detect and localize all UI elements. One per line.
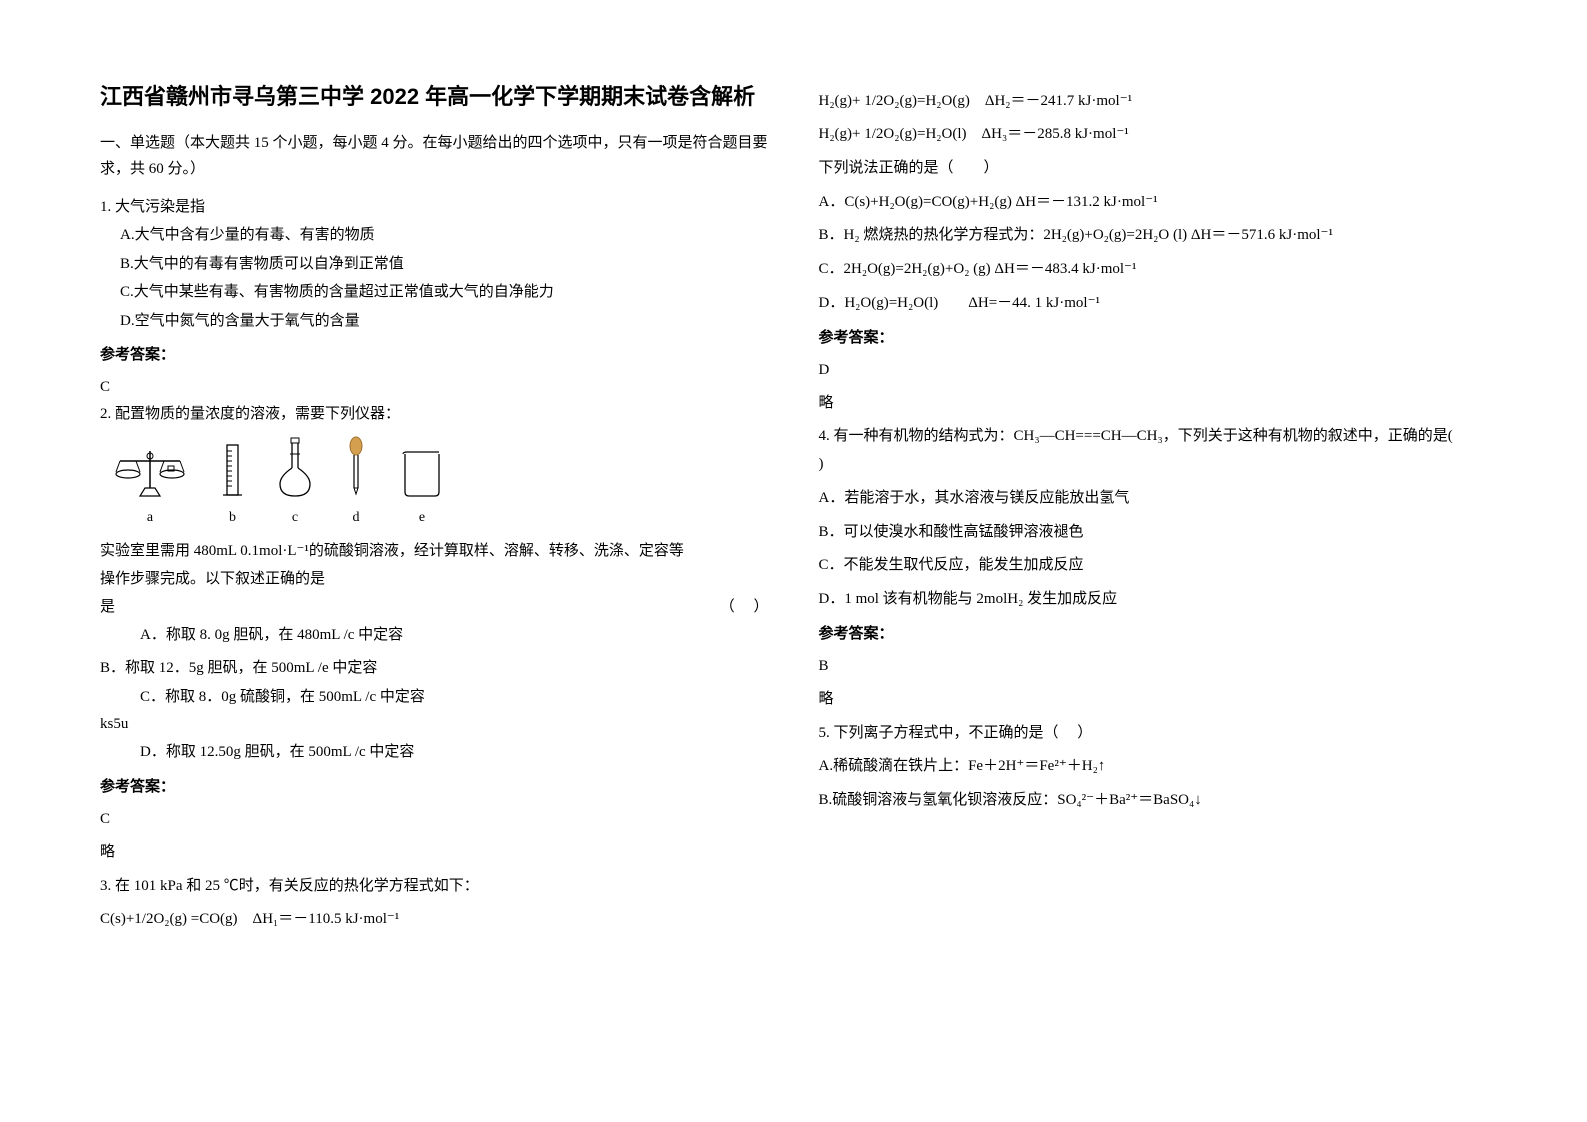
q1-option-d: D.空气中氮气的含量大于氧气的含量: [120, 307, 769, 336]
apparatus-e-label: e: [419, 510, 425, 525]
q1-answer: C: [100, 374, 769, 401]
q4-option-a: A．若能溶于水，其水溶液与镁反应能放出氢气: [819, 485, 1488, 513]
graduated-cylinder-icon: [220, 441, 245, 501]
q3-eq3: H₂(g)+ 1/2O₂(g)=H₂O(l) ΔH₃＝－285.8 kJ·mol…: [819, 121, 1488, 149]
q3-brief: 略: [819, 390, 1488, 418]
apparatus-c-label: c: [292, 510, 298, 525]
q4-answer-label: 参考答案：: [819, 620, 1488, 647]
left-column: 江西省赣州市寻乌第三中学 2022 年高一化学下学期期末试卷含解析 一、单选题（…: [100, 80, 769, 1042]
q3-answer: D: [819, 357, 1488, 384]
q2-desc-paren: （ ）: [720, 594, 769, 621]
apparatus-b-label: b: [229, 510, 236, 525]
q2-option-b: B．称取 12．5g 胆矾，在 500mL /e 中定容: [100, 655, 769, 683]
q3-answer-label: 参考答案：: [819, 324, 1488, 351]
q3-prompt: 下列说法正确的是（ ）: [819, 155, 1488, 183]
q1-option-b: B.大气中的有毒有害物质可以自净到正常值: [120, 250, 769, 279]
q4-stem: 4. 有一种有机物的结构式为：CH₃—CH===CH—CH₃，下列关于这种有机物…: [819, 423, 1488, 479]
q3-eq1: C(s)+1/2O₂(g) =CO(g) ΔH₁＝－110.5 kJ·mol⁻¹: [100, 906, 769, 934]
q5-stem: 5. 下列离子方程式中，不正确的是（ ）: [819, 720, 1488, 748]
q4-answer: B: [819, 653, 1488, 680]
apparatus-c: c: [275, 436, 315, 530]
q4-option-d: D．1 mol 该有机物能与 2molH₂ 发生加成反应: [819, 586, 1488, 614]
balance-scale-icon: [110, 446, 190, 501]
q2-option-a: A．称取 8. 0g 胆矾，在 480mL /c 中定容: [140, 621, 769, 650]
volumetric-flask-icon: [275, 436, 315, 501]
q2-brief: 略: [100, 839, 769, 867]
q3-stem: 3. 在 101 kPa 和 25 ℃时，有关反应的热化学方程式如下：: [100, 873, 769, 901]
q2-desc-shi: 是: [100, 594, 115, 621]
q3-option-d: D．H₂O(g)=H₂O(l) ΔH=－44. 1 kJ·mol⁻¹: [819, 290, 1488, 318]
q5-option-a: A.稀硫酸滴在铁片上：Fe＋2H⁺＝Fe²⁺＋H₂↑: [819, 753, 1488, 781]
apparatus-a-label: a: [147, 510, 153, 525]
q2-option-d: D．称取 12.50g 胆矾，在 500mL /c 中定容: [140, 738, 769, 767]
q2-description: 实验室里需用 480mL 0.1mol·L⁻¹的硫酸铜溶液，经计算取样、溶解、转…: [100, 538, 769, 594]
q2-answer-label: 参考答案：: [100, 773, 769, 800]
q1-stem: 1. 大气污染是指: [100, 194, 769, 221]
q4-option-c: C．不能发生取代反应，能发生加成反应: [819, 552, 1488, 580]
q2-option-c: C．称取 8．0g 硫酸铜，在 500mL /c 中定容: [140, 683, 769, 712]
exam-title: 江西省赣州市寻乌第三中学 2022 年高一化学下学期期末试卷含解析: [100, 80, 769, 113]
q2-desc-trailer: 是 （ ）: [100, 594, 769, 621]
q2-stem: 2. 配置物质的量浓度的溶液，需要下列仪器：: [100, 401, 769, 428]
q1-answer-label: 参考答案：: [100, 341, 769, 368]
apparatus-d: d: [345, 436, 367, 530]
q3-eq2: H₂(g)+ 1/2O₂(g)=H₂O(g) ΔH₂＝－241.7 kJ·mol…: [819, 88, 1488, 115]
right-column: H₂(g)+ 1/2O₂(g)=H₂O(g) ΔH₂＝－241.7 kJ·mol…: [819, 80, 1488, 1042]
q4-brief: 略: [819, 686, 1488, 714]
q2-answer: C: [100, 806, 769, 833]
q3-option-b: B．H₂ 燃烧热的热化学方程式为：2H₂(g)+O₂(g)=2H₂O (l) Δ…: [819, 222, 1488, 250]
apparatus-e: e: [397, 446, 447, 530]
section-header-text: 一、单选题（本大题共 15 个小题，每小题 4 分。在每小题给出的四个选项中，只…: [100, 135, 768, 177]
q5-option-b: B.硫酸铜溶液与氢氧化钡溶液反应：SO₄²⁻＋Ba²⁺＝BaSO₄↓: [819, 787, 1488, 815]
apparatus-a: a: [110, 446, 190, 530]
q4-option-b: B．可以使溴水和酸性高锰酸钾溶液褪色: [819, 519, 1488, 547]
q3-option-c: C．2H₂O(g)=2H₂(g)+O₂ (g) ΔH＝－483.4 kJ·mol…: [819, 256, 1488, 284]
dropper-icon: [345, 436, 367, 501]
beaker-icon: [397, 446, 447, 501]
q2-desc-left: 实验室里需用 480mL 0.1mol·L⁻¹的硫酸铜溶液，经计算取样、溶解、转…: [100, 538, 688, 594]
apparatus-d-label: d: [353, 510, 360, 525]
apparatus-b: b: [220, 441, 245, 530]
section-1-header: 一、单选题（本大题共 15 个小题，每小题 4 分。在每小题给出的四个选项中，只…: [100, 131, 769, 182]
q1-option-c: C.大气中某些有毒、有害物质的含量超过正常值或大气的自净能力: [120, 278, 769, 307]
q2-ks5u: ks5u: [100, 711, 769, 738]
q1-option-a: A.大气中含有少量的有毒、有害的物质: [120, 221, 769, 250]
q3-option-a: A．C(s)+H₂O(g)=CO(g)+H₂(g) ΔH＝－131.2 kJ·m…: [819, 189, 1488, 217]
q2-apparatus-row: a b c: [110, 436, 769, 530]
